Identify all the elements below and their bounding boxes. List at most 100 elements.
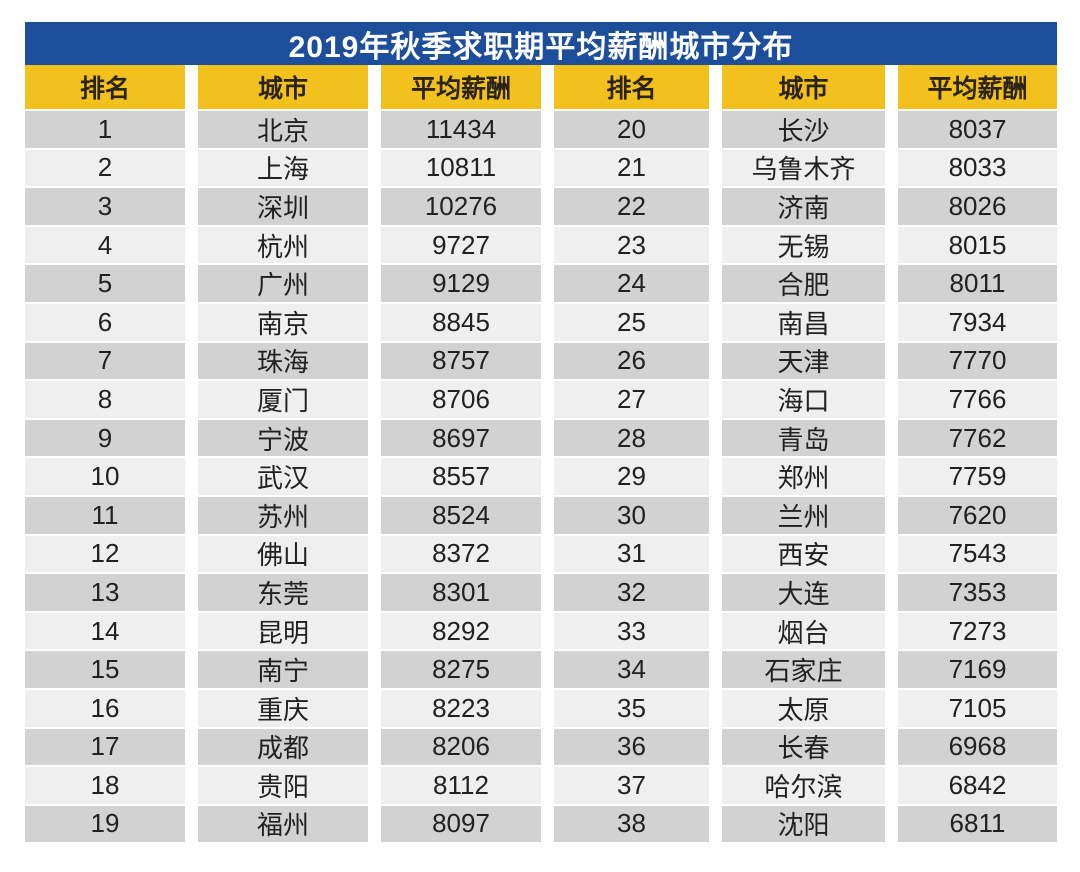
rank-cell: 28 [554,419,709,457]
salary-cell: 7934 [898,303,1057,341]
salary-cell: 7169 [898,651,1057,688]
city-cell: 大连 [722,574,885,611]
rank-cell: 30 [554,496,709,534]
rank-cell: 25 [554,303,709,341]
city-cell: 深圳 [198,188,368,225]
salary-cell: 6811 [898,805,1057,843]
rank-cell: 34 [554,651,709,688]
city-cell: 西安 [722,535,885,573]
city-cell: 东莞 [198,574,368,611]
salary-cell: 8757 [381,342,541,380]
salary-cell: 8275 [381,651,541,688]
rank-cell: 7 [25,342,185,380]
rank-cell: 2 [25,149,185,187]
city-cell: 成都 [198,728,368,766]
salary-cell: 8015 [898,226,1057,264]
salary-cell: 6842 [898,767,1057,804]
rank-cell: 14 [25,612,185,650]
city-cell: 天津 [722,342,885,380]
city-cell: 南京 [198,303,368,341]
rank-cell: 36 [554,728,709,766]
salary-table: 2019年秋季求职期平均薪酬城市分布 排名 城市 平均薪酬 排名 城市 平均薪酬… [25,22,1057,843]
salary-cell: 9129 [381,265,541,302]
city-cell: 海口 [722,381,885,418]
rank-cell: 15 [25,651,185,688]
salary-cell: 10276 [381,188,541,225]
city-cell: 佛山 [198,535,368,573]
salary-cell: 7770 [898,342,1057,380]
rank-cell: 37 [554,767,709,804]
rank-cell: 16 [25,689,185,727]
salary-cell: 7762 [898,419,1057,457]
city-cell: 北京 [198,111,368,148]
salary-cell: 7105 [898,689,1057,727]
rank-cell: 32 [554,574,709,611]
salary-cell: 8557 [381,458,541,495]
rank-cell: 23 [554,226,709,264]
rank-cell: 10 [25,458,185,495]
city-cell: 南宁 [198,651,368,688]
salary-cell: 11434 [381,111,541,148]
rank-cell: 35 [554,689,709,727]
header-salary-right: 平均薪酬 [898,65,1057,109]
rank-cell: 21 [554,149,709,187]
rank-cell: 12 [25,535,185,573]
city-cell: 乌鲁木齐 [722,149,885,187]
city-cell: 福州 [198,805,368,843]
salary-cell: 8026 [898,188,1057,225]
city-cell: 武汉 [198,458,368,495]
city-cell: 长春 [722,728,885,766]
rank-cell: 3 [25,188,185,225]
city-cell: 济南 [722,188,885,225]
salary-cell: 9727 [381,226,541,264]
rank-cell: 1 [25,111,185,148]
rank-cell: 19 [25,805,185,843]
salary-cell: 8033 [898,149,1057,187]
salary-cell: 7353 [898,574,1057,611]
city-cell: 石家庄 [722,651,885,688]
rank-cell: 22 [554,188,709,225]
salary-cell: 8372 [381,535,541,573]
salary-cell: 8524 [381,496,541,534]
city-cell: 珠海 [198,342,368,380]
header-salary-left: 平均薪酬 [381,65,541,109]
city-cell: 郑州 [722,458,885,495]
header-rank-left: 排名 [25,65,185,109]
city-cell: 昆明 [198,612,368,650]
salary-cell: 8206 [381,728,541,766]
rank-cell: 13 [25,574,185,611]
city-cell: 沈阳 [722,805,885,843]
city-cell: 合肥 [722,265,885,302]
salary-cell: 7273 [898,612,1057,650]
city-cell: 宁波 [198,419,368,457]
header-city-left: 城市 [198,65,368,109]
rank-cell: 20 [554,111,709,148]
city-cell: 太原 [722,689,885,727]
salary-cell: 8301 [381,574,541,611]
header-city-right: 城市 [722,65,885,109]
rank-cell: 33 [554,612,709,650]
city-cell: 南昌 [722,303,885,341]
salary-cell: 6968 [898,728,1057,766]
rank-cell: 26 [554,342,709,380]
salary-cell: 8292 [381,612,541,650]
salary-cell: 7759 [898,458,1057,495]
salary-cell: 8011 [898,265,1057,302]
rank-cell: 9 [25,419,185,457]
city-cell: 哈尔滨 [722,767,885,804]
rank-cell: 31 [554,535,709,573]
salary-cell: 8845 [381,303,541,341]
salary-cell: 8697 [381,419,541,457]
city-cell: 厦门 [198,381,368,418]
salary-cell: 10811 [381,149,541,187]
rank-cell: 4 [25,226,185,264]
city-cell: 兰州 [722,496,885,534]
city-cell: 贵阳 [198,767,368,804]
city-cell: 上海 [198,149,368,187]
city-cell: 烟台 [722,612,885,650]
salary-cell: 7766 [898,381,1057,418]
rank-cell: 8 [25,381,185,418]
table-title: 2019年秋季求职期平均薪酬城市分布 [25,22,1057,65]
salary-cell: 7543 [898,535,1057,573]
